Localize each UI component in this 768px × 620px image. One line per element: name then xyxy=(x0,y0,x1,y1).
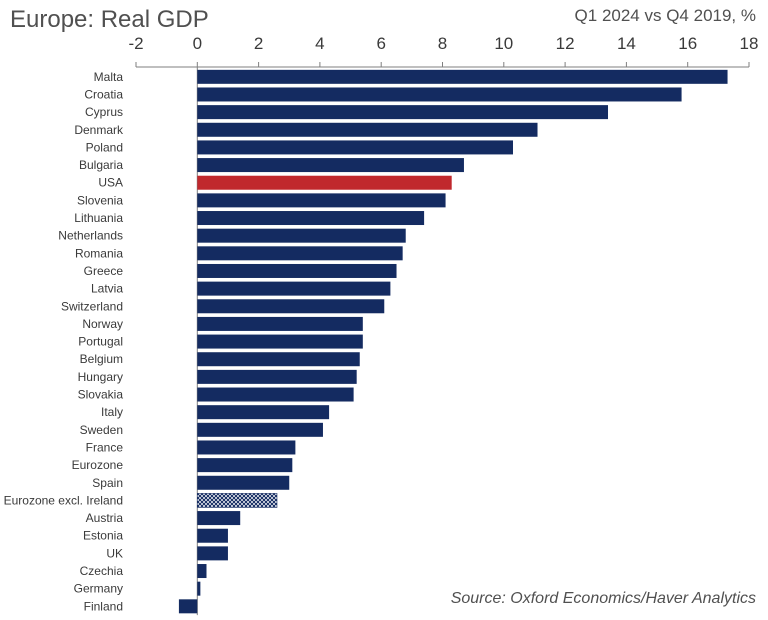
bar xyxy=(197,211,425,226)
bar xyxy=(197,387,354,402)
category-label: Romania xyxy=(75,246,123,260)
bar xyxy=(197,158,464,173)
source-note: Source: Oxford Economics/Haver Analytics xyxy=(450,590,756,607)
category-label: Bulgaria xyxy=(79,158,123,172)
category-label: Eurozone xyxy=(72,458,124,472)
bar xyxy=(197,175,452,190)
bar xyxy=(197,228,406,243)
x-tick-label: 4 xyxy=(315,34,324,53)
chart-title: Europe: Real GDP xyxy=(10,6,209,33)
x-tick-label: 14 xyxy=(617,34,636,53)
bar xyxy=(197,369,357,384)
category-label: Finland xyxy=(84,599,123,613)
category-label: Portugal xyxy=(78,335,123,349)
bar xyxy=(197,528,228,543)
x-tick-label: -2 xyxy=(128,34,143,53)
category-label: Malta xyxy=(94,70,124,84)
category-label: Netherlands xyxy=(58,229,123,243)
bar xyxy=(197,140,513,155)
chart-subtitle: Q1 2024 vs Q4 2019, % xyxy=(574,6,756,25)
category-label: Italy xyxy=(101,405,123,419)
bar xyxy=(197,122,538,137)
bar xyxy=(197,263,397,278)
category-label: Spain xyxy=(92,476,123,490)
x-tick-label: 2 xyxy=(254,34,263,53)
category-label: Denmark xyxy=(74,123,124,137)
category-label: Switzerland xyxy=(61,299,123,313)
bar xyxy=(197,405,330,420)
category-label: Latvia xyxy=(91,282,123,296)
category-label: Czechia xyxy=(80,564,124,578)
category-label: Hungary xyxy=(78,370,123,384)
category-label: Lithuania xyxy=(74,211,123,225)
category-label: Poland xyxy=(86,140,123,154)
bar xyxy=(197,316,363,331)
bar xyxy=(197,193,446,208)
x-tick-label: 6 xyxy=(376,34,385,53)
bar xyxy=(197,511,241,526)
category-label: Norway xyxy=(82,317,123,331)
bar xyxy=(197,422,323,437)
category-label: Slovakia xyxy=(78,388,124,402)
category-label: Croatia xyxy=(84,87,123,101)
x-tick-label: 16 xyxy=(678,34,697,53)
category-label: UK xyxy=(106,546,123,560)
category-label: Germany xyxy=(74,582,123,596)
category-label: Austria xyxy=(86,511,124,525)
bar xyxy=(197,440,296,455)
x-tick-label: 0 xyxy=(193,34,202,53)
bar xyxy=(197,105,609,120)
bar xyxy=(178,599,198,614)
bar xyxy=(197,352,360,367)
bar xyxy=(197,546,228,561)
bar xyxy=(197,493,278,508)
bar xyxy=(197,564,207,579)
category-label: Estonia xyxy=(83,529,123,543)
category-label: USA xyxy=(98,176,123,190)
category-label: Cyprus xyxy=(85,105,123,119)
x-tick-label: 18 xyxy=(740,34,759,53)
x-tick-label: 10 xyxy=(494,34,513,53)
bar xyxy=(197,281,391,296)
x-tick-label: 8 xyxy=(438,34,447,53)
category-label: Slovenia xyxy=(77,193,123,207)
bar xyxy=(197,87,682,102)
category-label: Sweden xyxy=(80,423,123,437)
bar xyxy=(197,581,201,596)
bar xyxy=(197,475,290,490)
category-label: France xyxy=(86,440,124,454)
bar xyxy=(197,299,385,314)
x-tick-label: 12 xyxy=(556,34,575,53)
bar xyxy=(197,458,293,473)
category-label: Belgium xyxy=(80,352,123,366)
bar xyxy=(197,246,403,261)
bar xyxy=(197,69,728,84)
category-label: Eurozone excl. Ireland xyxy=(4,493,123,507)
category-label: Greece xyxy=(84,264,124,278)
bar xyxy=(197,334,363,349)
